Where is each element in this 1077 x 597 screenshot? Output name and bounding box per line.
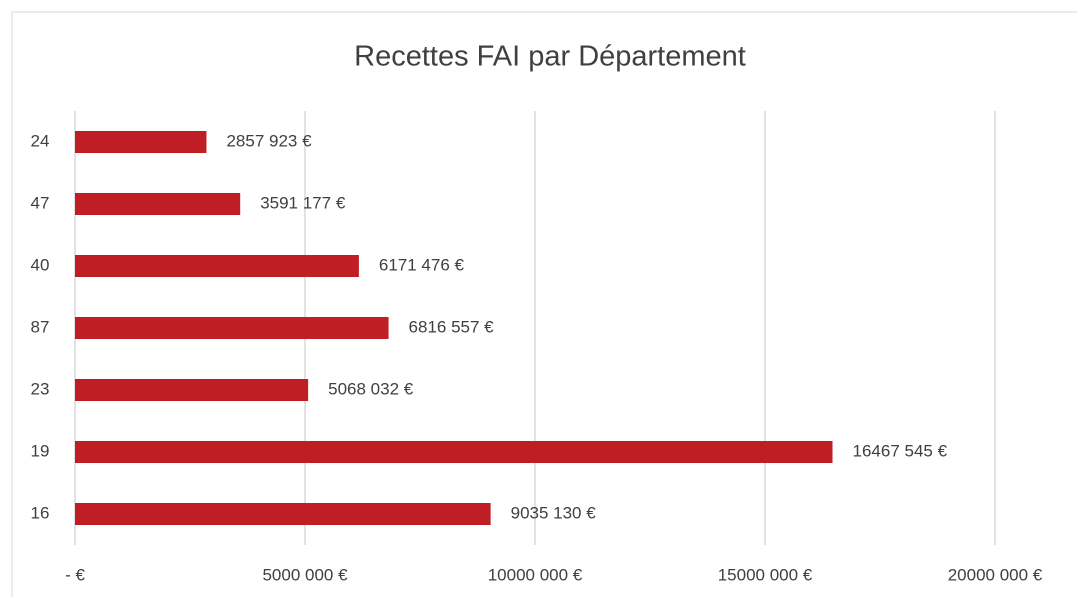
x-tick-label: 15000 000 € (718, 565, 813, 584)
value-label: 16467 545 € (853, 441, 948, 460)
value-label: 3591 177 € (260, 193, 346, 212)
value-label: 2857 923 € (226, 131, 312, 150)
x-tick-label: - € (65, 565, 85, 584)
bar (75, 441, 833, 463)
y-tick-label: 87 (31, 317, 50, 336)
chart-title: Recettes FAI par Département (354, 41, 746, 73)
y-tick-label: 24 (31, 131, 50, 150)
value-label: 5068 032 € (328, 379, 414, 398)
bar (75, 503, 491, 525)
bar (75, 193, 241, 215)
bar (75, 131, 207, 153)
y-tick-label: 23 (31, 379, 50, 398)
y-tick-label: 40 (31, 255, 50, 274)
x-tick-label: 10000 000 € (488, 565, 583, 584)
x-tick-label: 5000 000 € (262, 565, 348, 584)
y-tick-label: 19 (31, 441, 50, 460)
chart-frame (11, 11, 1077, 597)
value-label: 6171 476 € (379, 255, 465, 274)
x-tick-label: 20000 000 € (948, 565, 1043, 584)
bar (75, 317, 389, 339)
y-tick-label: 16 (31, 503, 50, 522)
y-tick-label: 47 (31, 193, 50, 212)
bar (75, 255, 359, 277)
value-label: 6816 557 € (409, 317, 495, 336)
bar (75, 379, 309, 401)
value-label: 9035 130 € (511, 503, 597, 522)
